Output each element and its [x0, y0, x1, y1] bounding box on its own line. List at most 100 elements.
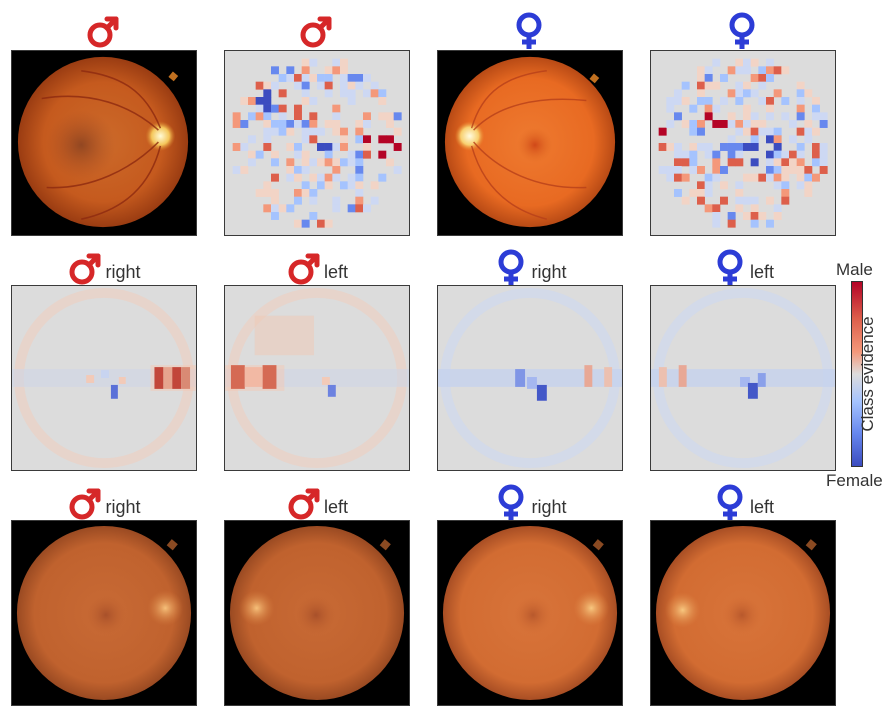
evidence-pixel: [773, 135, 782, 144]
male-left-average-fundus: [224, 520, 410, 706]
evidence-pixel: [378, 112, 387, 121]
evidence-pixel: [666, 166, 675, 174]
evidence-pixel: [263, 181, 272, 190]
evidence-pixel: [666, 104, 675, 113]
evidence-pixel: [294, 150, 302, 159]
evidence-pixel: [340, 135, 348, 144]
evidence-pixel: [263, 97, 272, 105]
female-right-average-fundus: [437, 520, 623, 706]
evidence-pixel: [750, 127, 759, 136]
evidence-pixel: [355, 189, 364, 197]
evidence-pixel: [720, 97, 728, 105]
evidence-pixel: [704, 173, 713, 182]
evidence-pixel: [697, 196, 705, 205]
evidence-pixel: [278, 74, 287, 82]
female-symbol-icon: [498, 484, 524, 521]
evidence-pixel: [324, 150, 333, 159]
evidence-pixel: [363, 89, 371, 98]
evidence-pixel: [681, 173, 690, 182]
evidence-pixel: [735, 204, 744, 213]
evidence-pixel: [240, 120, 249, 128]
evidence-pixel: [286, 120, 295, 128]
evidence-pixel: [781, 66, 790, 75]
evidence-pixel: [317, 173, 325, 182]
evidence-pixel: [332, 173, 341, 182]
panel-label: left: [323, 497, 348, 517]
evidence-pixel: [286, 143, 295, 151]
evidence-pixel: [370, 89, 379, 98]
evidence-pixel: [743, 66, 751, 75]
evidence-pixel: [324, 158, 333, 167]
evidence-pixel: [735, 58, 744, 67]
evidence-pixel: [789, 120, 797, 128]
panel-header: left: [650, 484, 836, 524]
evidence-pixel: [735, 181, 744, 190]
evidence-pixel: [255, 189, 264, 197]
evidence-pixel: [697, 81, 705, 90]
evidence-pixel: [347, 158, 356, 167]
evidence-pixel: [317, 181, 325, 190]
evidence-pixel: [294, 143, 302, 151]
evidence-pixel: [378, 173, 387, 182]
evidence-pixel: [743, 120, 751, 128]
male-symbol-icon: [69, 253, 101, 285]
evidence-pixel: [720, 196, 728, 205]
evidence-pixel: [804, 127, 813, 136]
evidence-pixel: [704, 81, 713, 90]
evidence-pixel: [255, 81, 264, 90]
evidence-pixel: [735, 150, 744, 159]
evidence-pixel: [378, 97, 387, 105]
panel-label: left: [323, 262, 348, 282]
evidence-pixel: [697, 120, 705, 128]
evidence-pixel: [309, 127, 318, 136]
evidence-pixel: [278, 204, 287, 213]
evidence-pixel: [294, 120, 302, 128]
evidence-pixel: [347, 89, 356, 98]
evidence-pixel: [781, 173, 790, 182]
evidence-pixel: [286, 74, 295, 82]
evidence-pixel: [681, 120, 690, 128]
evidence-pixel: [294, 74, 302, 82]
evidence-pixel: [271, 81, 279, 90]
evidence-pixel: [750, 158, 759, 167]
evidence-pixel: [704, 104, 713, 113]
evidence-pixel: [386, 135, 394, 144]
evidence-pixel: [301, 127, 310, 136]
evidence-pixel: [727, 158, 736, 167]
evidence-pixel: [271, 196, 279, 205]
evidence-pixel: [332, 112, 341, 121]
evidence-pixel: [393, 166, 402, 174]
evidence-pixel: [689, 150, 698, 159]
evidence-pixel: [674, 166, 682, 174]
evidence-pixel: [666, 143, 675, 151]
male-symbol-icon: [87, 16, 119, 48]
evidence-pixel: [789, 150, 797, 159]
evidence-pixel: [370, 181, 379, 190]
evidence-pixel: [735, 127, 744, 136]
evidence-pixel: [766, 196, 774, 205]
evidence-pixel: [286, 166, 295, 174]
evidence-pixel: [263, 81, 272, 90]
evidence-pixel: [355, 173, 364, 182]
evidence-pixel: [727, 143, 736, 151]
evidence-pixel: [773, 66, 782, 75]
evidence-pixel: [712, 104, 721, 113]
evidence-pixel: [804, 189, 813, 197]
evidence-pixel: [812, 158, 820, 167]
evidence-pixel: [812, 127, 820, 136]
evidence-pixel: [819, 143, 828, 151]
evidence-pixel: [363, 204, 371, 213]
evidence-pixel: [324, 173, 333, 182]
evidence-pixel: [766, 135, 774, 144]
evidence-pixel: [766, 158, 774, 167]
evidence-pixel: [317, 74, 325, 82]
evidence-pixel: [255, 97, 264, 105]
evidence-pixel: [735, 120, 744, 128]
evidence-pixel: [697, 166, 705, 174]
evidence-pixel: [248, 97, 256, 105]
evidence-pixel: [355, 181, 364, 190]
evidence-pixel: [712, 219, 721, 228]
panel-header: [224, 12, 410, 52]
evidence-pixel: [301, 135, 310, 144]
female-symbol-icon: [729, 12, 755, 49]
